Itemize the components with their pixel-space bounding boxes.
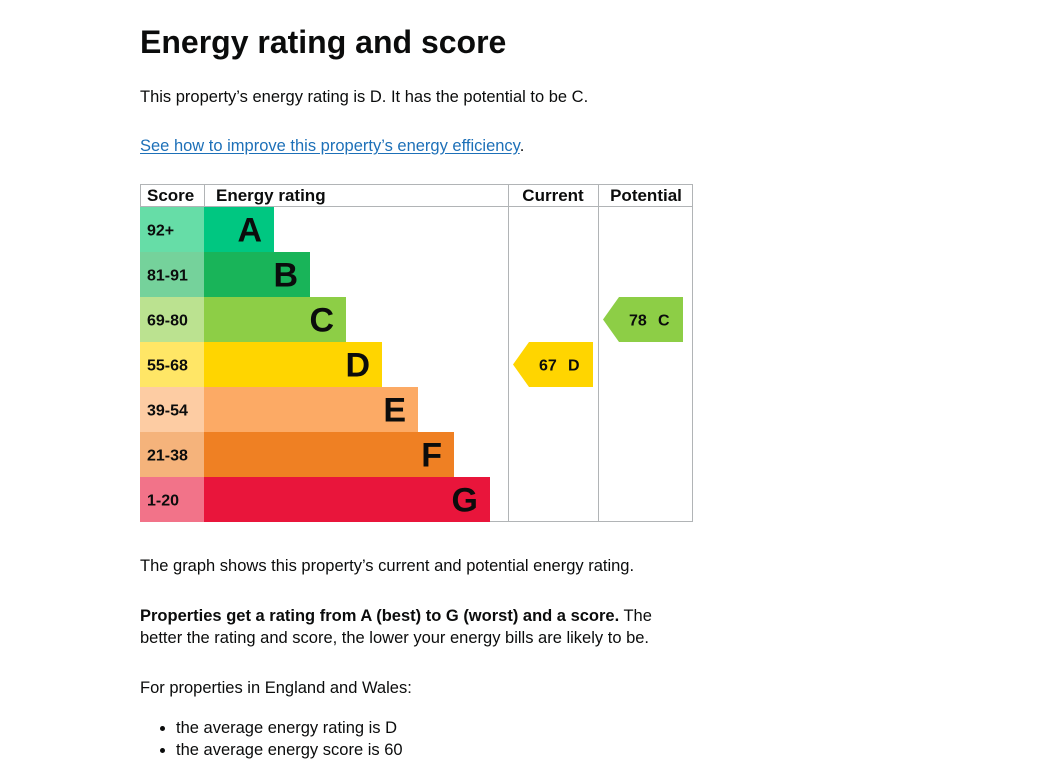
rating-letter: D bbox=[345, 347, 370, 385]
score-range-label: 21-38 bbox=[147, 448, 188, 465]
ratings-explanation-bold: Properties get a rating from A (best) to… bbox=[140, 607, 620, 625]
score-cell-f bbox=[140, 432, 204, 477]
link-suffix: . bbox=[519, 137, 525, 155]
improve-paragraph: See how to improve this property’s energ… bbox=[140, 135, 524, 157]
score-header: Score bbox=[147, 186, 194, 205]
list-item: the average energy rating is D bbox=[176, 717, 403, 739]
potential-rating-arrow bbox=[603, 297, 683, 342]
rating-bar-f bbox=[204, 432, 454, 477]
score-range-label: 69-80 bbox=[147, 313, 188, 330]
rating-letter: C bbox=[309, 302, 334, 340]
potential-rating-letter-label: C bbox=[658, 313, 670, 330]
current-rating-letter-label: D bbox=[568, 358, 580, 375]
rating-letter: A bbox=[237, 212, 262, 250]
potential-rating-score-label: 78 bbox=[629, 313, 647, 330]
rating-bar-b bbox=[204, 252, 310, 297]
rating-bar-a bbox=[204, 207, 274, 252]
rating-summary: This property’s energy rating is D. It h… bbox=[140, 88, 589, 106]
ratings-explanation: Properties get a rating from A (best) to… bbox=[140, 605, 696, 649]
rating-bar-e bbox=[204, 387, 418, 432]
score-cell-d bbox=[140, 342, 204, 387]
score-cell-c bbox=[140, 297, 204, 342]
averages-list: the average energy rating is D the avera… bbox=[140, 717, 403, 761]
energy-rating-header: Energy rating bbox=[216, 186, 326, 205]
score-cell-b bbox=[140, 252, 204, 297]
rating-bar-c bbox=[204, 297, 346, 342]
rating-letter: F bbox=[421, 437, 442, 475]
page-title: Energy rating and score bbox=[140, 24, 507, 60]
epc-graph: Score Energy rating Current Potential 92+ A 81… bbox=[140, 184, 693, 522]
score-cell-e bbox=[140, 387, 204, 432]
england-wales-intro: For properties in England and Wales: bbox=[140, 679, 412, 697]
current-header: Current bbox=[522, 186, 584, 205]
score-cell-g bbox=[140, 477, 204, 522]
score-range-label: 39-54 bbox=[147, 403, 188, 420]
score-range-label: 81-91 bbox=[147, 268, 188, 285]
rating-bar-d bbox=[204, 342, 382, 387]
rating-bar-g bbox=[204, 477, 490, 522]
current-rating-score-label: 67 bbox=[539, 358, 557, 375]
rating-letter: B bbox=[273, 257, 298, 295]
score-range-label: 1-20 bbox=[147, 493, 179, 510]
ratings-explanation-rest: The better the rating and score, the low… bbox=[140, 607, 652, 647]
current-rating-arrow bbox=[513, 342, 593, 387]
score-cell-a bbox=[140, 207, 204, 252]
improve-efficiency-link[interactable]: See how to improve this property’s energ… bbox=[140, 137, 520, 155]
rating-letter: E bbox=[383, 392, 406, 430]
potential-header: Potential bbox=[610, 186, 682, 205]
score-range-label: 55-68 bbox=[147, 358, 188, 375]
score-range-label: 92+ bbox=[147, 223, 174, 240]
epc-graph-svg: Score Energy rating Current Potential 92+ A 81… bbox=[140, 184, 693, 522]
graph-caption: The graph shows this property’s current … bbox=[140, 557, 635, 575]
rating-letter: G bbox=[452, 482, 478, 520]
list-item: the average energy score is 60 bbox=[176, 739, 403, 761]
